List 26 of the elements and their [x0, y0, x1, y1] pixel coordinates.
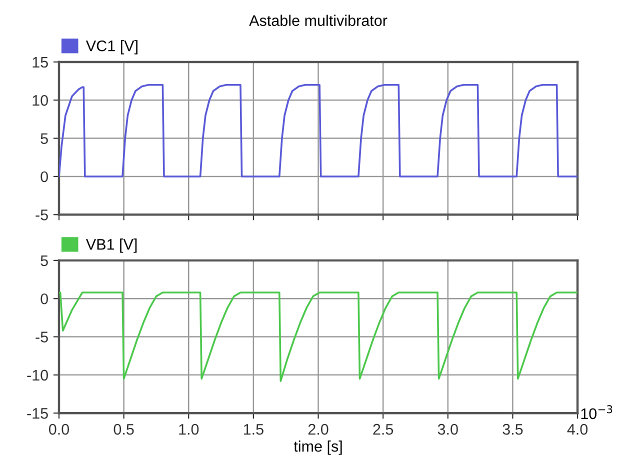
- x-tick-label: 1.5: [244, 424, 264, 435]
- y-tick-label: -10: [27, 370, 48, 381]
- legend-label: VC1 [V]: [86, 40, 138, 54]
- x-tick-label: 1.0: [179, 424, 199, 435]
- y-tick-label: 15: [32, 56, 48, 68]
- y-tick-label: -5: [36, 210, 48, 220]
- y-tick-label: 0: [40, 293, 48, 304]
- x-tick-label: 0.5: [114, 424, 134, 435]
- x-tick-label: 2.5: [373, 424, 394, 435]
- x-tick-label: 4.0: [567, 424, 588, 435]
- line-series: [58, 84, 578, 178]
- y-tick-label: -5: [36, 332, 48, 342]
- text: 10$^{−3}$: [581, 405, 612, 420]
- x-tick-label: 3.0: [438, 424, 458, 435]
- x-tick-label: 0.0: [48, 424, 70, 435]
- x-tick-label: 3.5: [502, 424, 523, 435]
- y-tick-label: 0: [40, 171, 48, 182]
- legend-label: VB1 [V]: [86, 238, 137, 253]
- y-tick-label: 5: [40, 255, 48, 266]
- x-tick-label: 2.0: [308, 424, 328, 435]
- y-tick-label: 10: [32, 95, 48, 106]
- y-tick-label: -15: [27, 408, 48, 419]
- line-series: [58, 292, 578, 382]
- chart-title: Astable multivibrator: [249, 14, 388, 26]
- y-tick-label: 5: [40, 133, 48, 144]
- x-axis-title: time [s]: [294, 440, 342, 455]
